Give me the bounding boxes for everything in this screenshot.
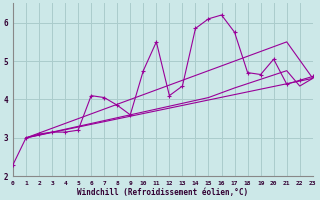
X-axis label: Windchill (Refroidissement éolien,°C): Windchill (Refroidissement éolien,°C) (77, 188, 248, 197)
